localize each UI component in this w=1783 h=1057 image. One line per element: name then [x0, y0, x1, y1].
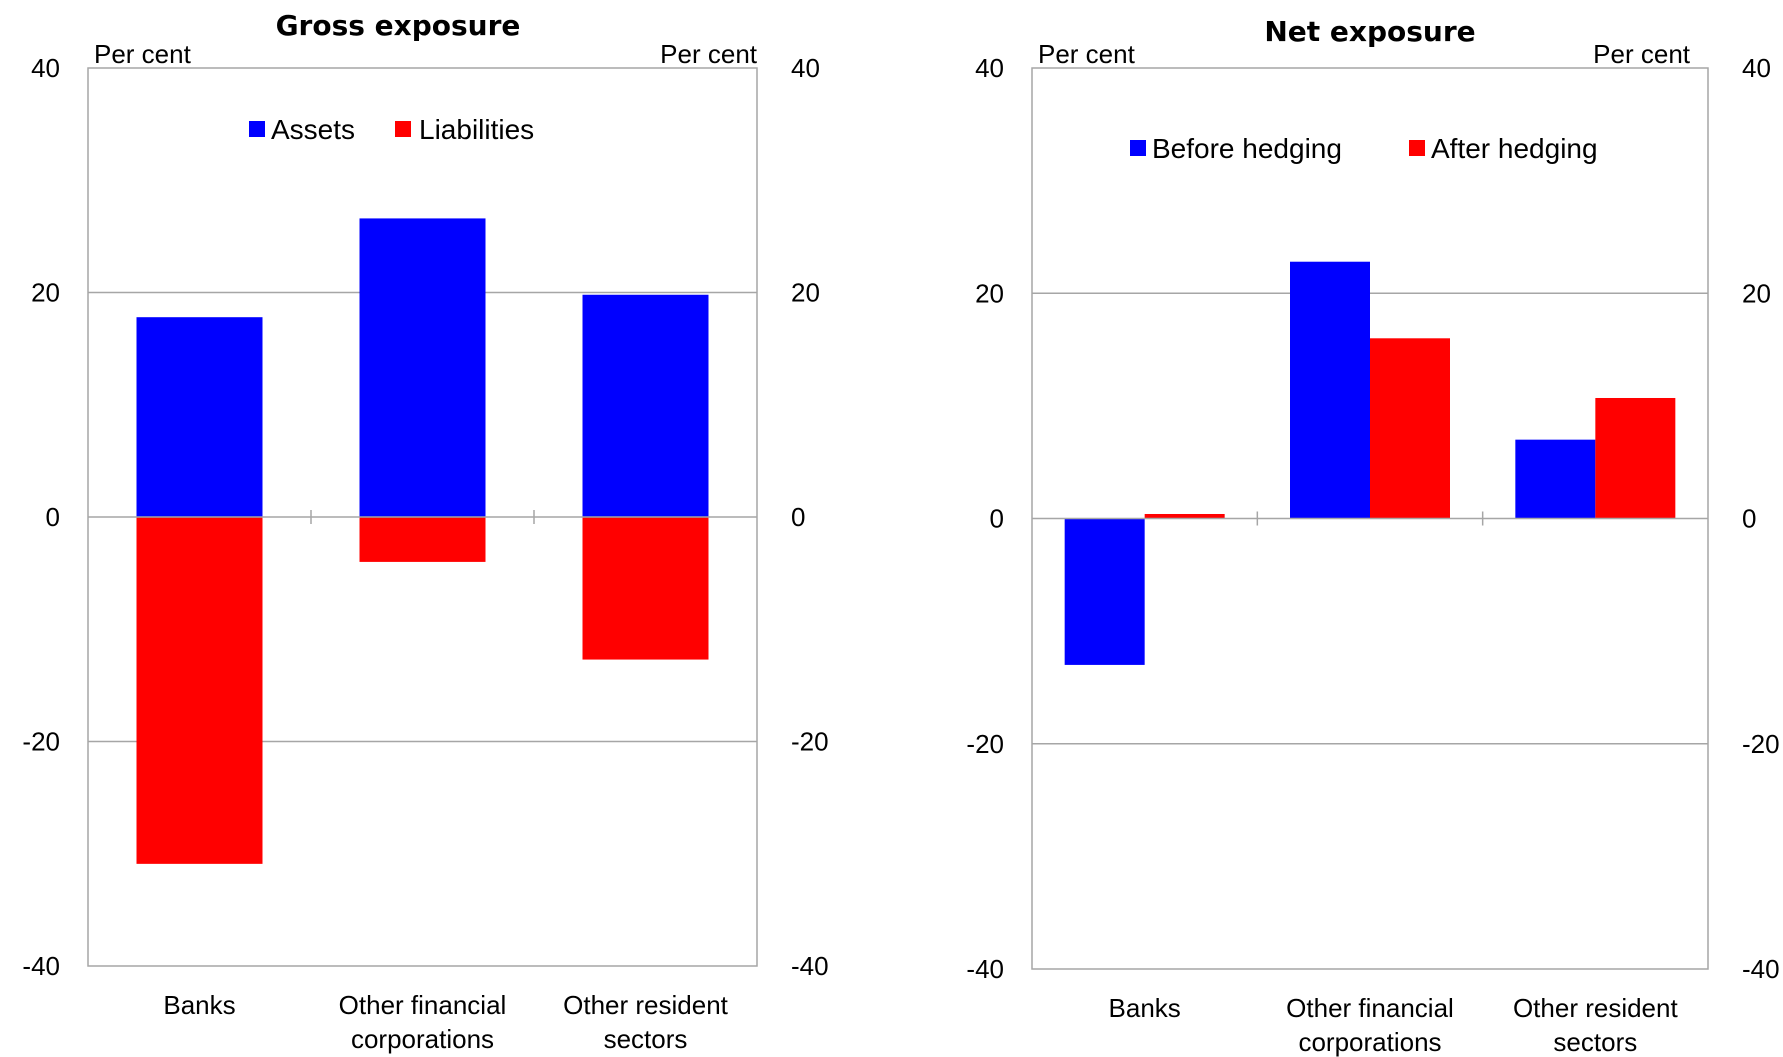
- y-tick-label-right: 20: [1742, 278, 1771, 308]
- y-tick-label-right: 20: [791, 278, 820, 308]
- y-tick-label-right: -40: [791, 951, 829, 981]
- y-tick-label-right: 0: [1742, 504, 1756, 534]
- bar-liabilities-1: [359, 517, 486, 562]
- y-tick-label-right: 40: [791, 53, 820, 83]
- y-tick-label-left: 0: [990, 504, 1004, 534]
- bar-assets-2: [582, 294, 709, 517]
- panel-title: Gross exposure: [276, 9, 521, 42]
- category-label: corporations: [1298, 1027, 1441, 1057]
- category-label: Banks: [163, 990, 235, 1020]
- y-tick-label-left: 40: [975, 53, 1004, 83]
- bar-assets-1: [359, 218, 486, 518]
- y-tick-label-left: -40: [966, 954, 1004, 984]
- bar-before-hedging-2: [1515, 439, 1596, 519]
- legend-swatch: [395, 121, 411, 137]
- y-tick-label-left: -40: [22, 951, 60, 981]
- y-tick-label-right: -20: [1742, 729, 1780, 759]
- legend-label: Liabilities: [419, 114, 534, 145]
- y-tick-label-right: -40: [1742, 954, 1780, 984]
- category-label: Other financial: [1286, 993, 1454, 1023]
- category-label: sectors: [1553, 1027, 1637, 1057]
- y-tick-label-left: 20: [975, 278, 1004, 308]
- plot-frame: [1031, 67, 1709, 970]
- bar-assets-0: [136, 317, 263, 517]
- plot-frame: [87, 67, 758, 967]
- unit-label-left: Per cent: [1038, 39, 1136, 69]
- legend-label: Assets: [271, 114, 355, 145]
- y-tick-label-right: 40: [1742, 53, 1771, 83]
- y-tick-label-left: -20: [966, 729, 1004, 759]
- category-label: Other resident: [1513, 993, 1679, 1023]
- category-label: corporations: [351, 1024, 494, 1054]
- category-label: Other financial: [339, 990, 507, 1020]
- bar-after-hedging-0: [1144, 513, 1225, 519]
- y-tick-label-left: 40: [31, 53, 60, 83]
- bar-liabilities-2: [582, 517, 709, 660]
- bar-after-hedging-2: [1595, 397, 1676, 519]
- panel-title: Net exposure: [1264, 15, 1475, 48]
- bar-after-hedging-1: [1370, 338, 1450, 519]
- y-tick-label-left: 20: [31, 278, 60, 308]
- y-tick-label-left: 0: [46, 502, 60, 532]
- y-tick-label-right: 0: [791, 502, 805, 532]
- unit-label-right: Per cent: [1593, 39, 1691, 69]
- category-label: sectors: [604, 1024, 688, 1054]
- legend-label: Before hedging: [1152, 133, 1342, 164]
- category-label: Other resident: [563, 990, 729, 1020]
- bar-liabilities-0: [136, 517, 263, 864]
- unit-label-right: Per cent: [660, 39, 758, 69]
- legend-swatch: [249, 121, 265, 137]
- legend-swatch: [1130, 140, 1146, 156]
- y-tick-label-left: -20: [22, 727, 60, 757]
- legend-swatch: [1409, 140, 1425, 156]
- bar-before-hedging-1: [1290, 261, 1370, 519]
- gross-exposure-panel: Gross exposure -40 -40 -20 -20 0 0 20 20 40 40 Per …: [22, 9, 828, 1054]
- net-exposure-panel: Net exposure -40 -40 -20 -20 0 0 20 20 40 40 Per ce…: [966, 15, 1779, 1057]
- legend-label: After hedging: [1431, 133, 1598, 164]
- category-label: Banks: [1109, 993, 1181, 1023]
- unit-label-left: Per cent: [94, 39, 192, 69]
- bar-before-hedging-0: [1064, 518, 1145, 665]
- y-tick-label-right: -20: [791, 727, 829, 757]
